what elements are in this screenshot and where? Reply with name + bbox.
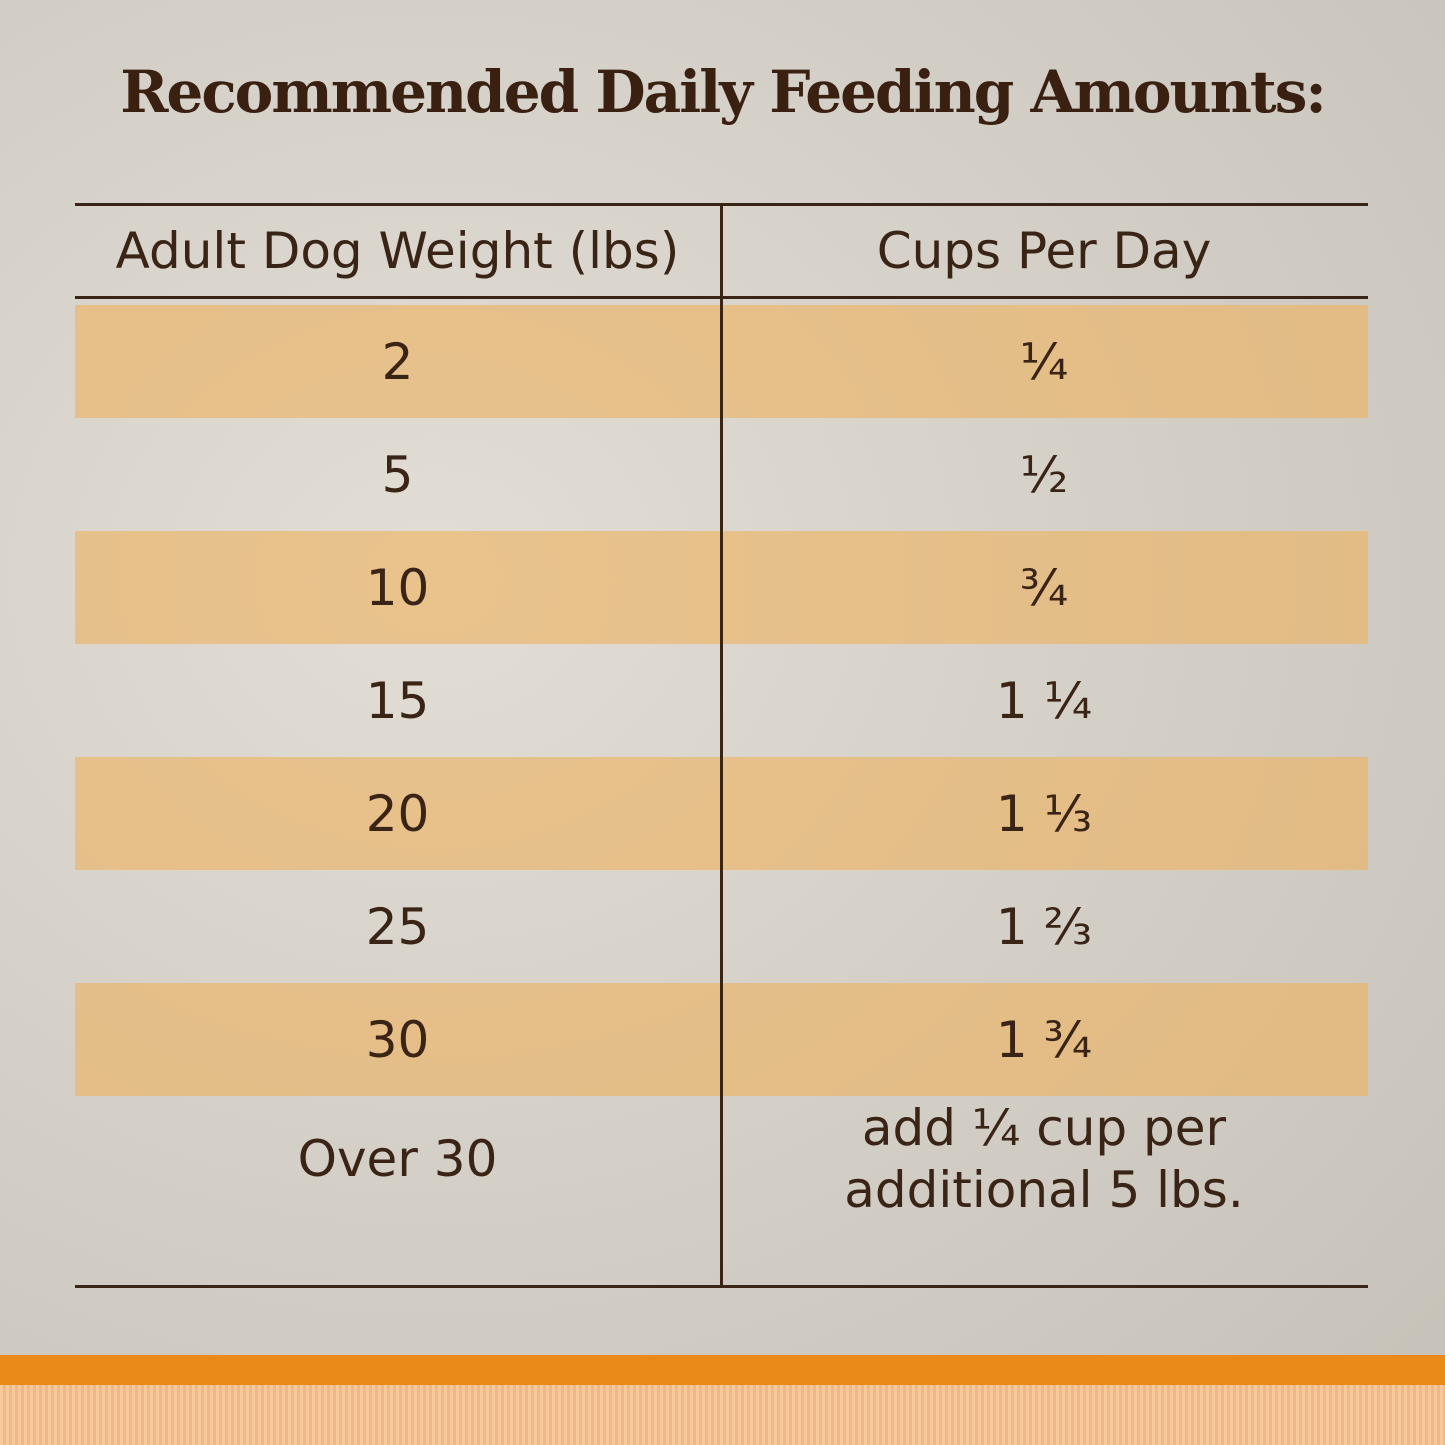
cell: 30 xyxy=(365,1010,430,1069)
cell: 10 xyxy=(365,558,430,617)
cell: 25 xyxy=(365,897,430,956)
cell: 20 xyxy=(365,784,430,843)
cell: Over 30 xyxy=(297,1129,498,1188)
header-cell: Cups Per Day xyxy=(876,222,1212,280)
cell: add ¼ cup per additional 5 lbs. xyxy=(720,1091,1368,1226)
peach-footer xyxy=(0,1385,1445,1445)
cell-line: add ¼ cup per xyxy=(861,1098,1227,1157)
orange-stripe xyxy=(0,1355,1445,1385)
cell-line: additional 5 lbs. xyxy=(844,1160,1244,1219)
cell: 2 xyxy=(381,332,414,391)
column-divider xyxy=(720,204,723,1287)
header-cell: Adult Dog Weight (lbs) xyxy=(115,222,680,280)
cell: 1 ¾ xyxy=(995,1010,1093,1069)
cell: 1 ¼ xyxy=(995,671,1093,730)
title: Recommended Daily Feeding Amounts: xyxy=(120,58,1327,126)
cell: ½ xyxy=(1019,445,1069,504)
cell: ¾ xyxy=(1019,558,1069,617)
cell: 1 ⅓ xyxy=(995,784,1093,843)
cell: 1 ⅔ xyxy=(995,897,1093,956)
cell: 15 xyxy=(365,671,430,730)
cell: ¼ xyxy=(1019,332,1069,391)
cell: 5 xyxy=(381,445,414,504)
